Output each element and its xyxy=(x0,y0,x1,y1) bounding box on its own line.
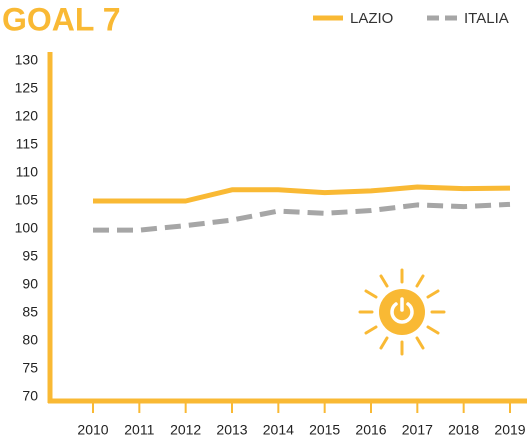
x-tick-label: 2012 xyxy=(170,422,201,438)
x-tick-label: 2011 xyxy=(124,422,154,438)
y-tick-label: 125 xyxy=(15,80,39,96)
x-tick-label: 2010 xyxy=(77,422,108,438)
x-tick-label: 2013 xyxy=(216,422,247,438)
x-tick-label: 2014 xyxy=(263,422,294,438)
x-tick-label: 2016 xyxy=(355,422,386,438)
y-tick-label: 75 xyxy=(22,360,38,376)
y-tick-label: 115 xyxy=(16,136,39,152)
x-tick-label: 2015 xyxy=(309,422,340,438)
y-tick-label: 70 xyxy=(22,388,38,404)
y-tick-label: 110 xyxy=(16,164,39,180)
chart-title: GOAL 7 xyxy=(2,1,121,37)
y-tick-label: 100 xyxy=(15,220,39,236)
series-line xyxy=(93,201,511,233)
x-tick-label: 2017 xyxy=(402,422,433,438)
y-tick-label: 105 xyxy=(15,192,39,208)
series-line xyxy=(93,184,511,204)
legend-label: ITALIA xyxy=(464,10,509,27)
y-tick-label: 85 xyxy=(22,304,38,320)
x-tick-label: 2019 xyxy=(494,422,525,438)
legend-label: LAZIO xyxy=(350,10,393,27)
y-tick-label: 90 xyxy=(22,276,38,292)
y-tick-label: 130 xyxy=(15,52,39,68)
x-tick-label: 2018 xyxy=(448,422,479,438)
y-tick-label: 95 xyxy=(22,248,38,264)
y-tick-label: 80 xyxy=(22,332,38,348)
y-tick-label: 120 xyxy=(15,108,39,124)
sun-icon xyxy=(358,268,446,356)
